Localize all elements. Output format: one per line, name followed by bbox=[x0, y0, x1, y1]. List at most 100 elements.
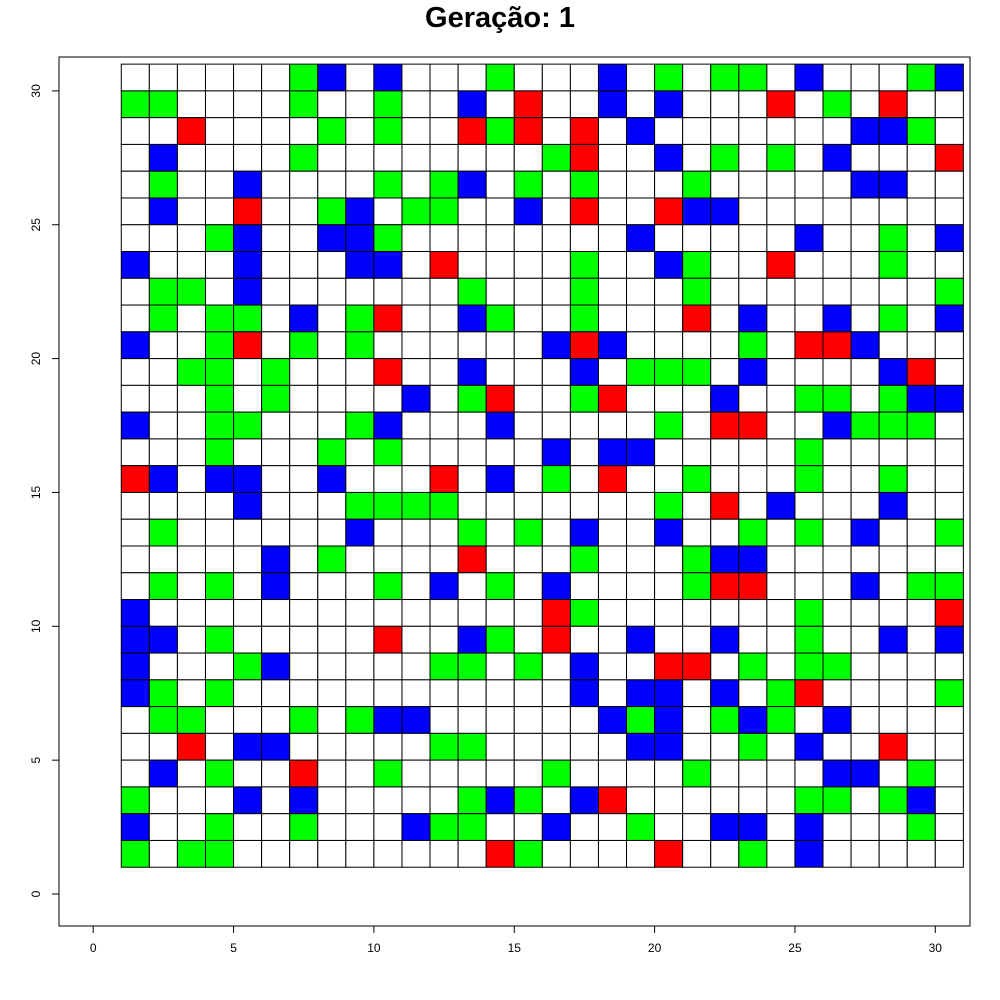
cell-empty bbox=[345, 679, 375, 708]
cell-empty bbox=[766, 197, 796, 226]
cell-empty bbox=[597, 759, 628, 788]
cell-red bbox=[682, 304, 712, 333]
cell-empty bbox=[850, 732, 880, 761]
cell-empty bbox=[934, 331, 964, 360]
cell-empty bbox=[289, 652, 319, 681]
cell-blue bbox=[204, 465, 235, 493]
cell-green bbox=[204, 411, 235, 440]
cell-empty bbox=[485, 652, 515, 681]
cell-empty bbox=[934, 545, 964, 574]
cell-blue bbox=[850, 759, 880, 788]
cell-empty bbox=[457, 491, 487, 520]
cell-red bbox=[485, 384, 515, 413]
cell-empty bbox=[176, 786, 206, 815]
cell-red bbox=[710, 491, 740, 520]
cell-green bbox=[429, 197, 459, 226]
cell-empty bbox=[345, 117, 375, 145]
cell-green bbox=[373, 572, 403, 601]
cell-empty bbox=[626, 331, 656, 360]
cell-empty bbox=[710, 652, 740, 681]
cell-green bbox=[345, 491, 375, 520]
cell-empty bbox=[289, 491, 319, 520]
cell-green bbox=[934, 572, 964, 601]
cell-green bbox=[794, 652, 824, 681]
cell-blue bbox=[120, 813, 150, 841]
cell-empty bbox=[317, 170, 347, 199]
cell-empty bbox=[204, 518, 235, 547]
cell-empty bbox=[317, 599, 347, 627]
cell-empty bbox=[457, 224, 487, 253]
cell-empty bbox=[597, 572, 628, 601]
cell-empty bbox=[261, 625, 291, 654]
cell-empty bbox=[148, 63, 178, 92]
chart-title: Geração: 1 bbox=[425, 2, 575, 34]
cell-empty bbox=[738, 170, 768, 199]
cell-empty bbox=[457, 679, 487, 708]
cell-empty bbox=[204, 599, 235, 627]
cell-green bbox=[429, 732, 459, 761]
x-tick-label: 25 bbox=[788, 941, 802, 955]
cell-empty bbox=[176, 411, 206, 440]
cell-empty bbox=[597, 491, 628, 520]
cell-blue bbox=[738, 813, 768, 841]
cell-blue bbox=[654, 90, 684, 119]
cell-empty bbox=[738, 599, 768, 627]
cell-empty bbox=[485, 679, 515, 708]
cell-empty bbox=[289, 679, 319, 708]
cell-green bbox=[682, 545, 712, 574]
y-tick-label: 25 bbox=[29, 218, 43, 232]
cell-empty bbox=[317, 679, 347, 708]
cell-empty bbox=[710, 732, 740, 761]
cell-empty bbox=[429, 706, 459, 734]
cell-empty bbox=[148, 117, 178, 145]
cell-empty bbox=[569, 63, 599, 92]
cell-empty bbox=[710, 277, 740, 306]
cell-empty bbox=[682, 411, 712, 440]
cell-empty bbox=[120, 572, 150, 601]
cell-empty bbox=[850, 90, 880, 119]
cell-blue bbox=[401, 813, 431, 841]
cell-empty bbox=[345, 572, 375, 601]
cell-empty bbox=[878, 518, 908, 547]
cell-empty bbox=[850, 706, 880, 734]
cell-red bbox=[569, 143, 599, 172]
cell-green bbox=[204, 438, 235, 467]
cell-empty bbox=[710, 170, 740, 199]
cell-empty bbox=[401, 652, 431, 681]
cell-empty bbox=[120, 304, 150, 333]
cell-empty bbox=[766, 331, 796, 360]
cell-empty bbox=[120, 117, 150, 145]
cell-green bbox=[794, 625, 824, 654]
cell-empty bbox=[850, 465, 880, 493]
cell-red bbox=[822, 331, 852, 360]
cell-empty bbox=[850, 63, 880, 92]
cell-empty bbox=[850, 786, 880, 815]
cell-empty bbox=[738, 277, 768, 306]
cell-empty bbox=[373, 786, 403, 815]
cell-empty bbox=[457, 465, 487, 493]
cell-empty bbox=[345, 599, 375, 627]
cell-empty bbox=[401, 358, 431, 386]
cell-green bbox=[289, 331, 319, 360]
cell-green bbox=[204, 813, 235, 841]
cell-green bbox=[794, 465, 824, 493]
cell-empty bbox=[794, 304, 824, 333]
cell-green bbox=[373, 759, 403, 788]
cell-empty bbox=[682, 331, 712, 360]
cell-empty bbox=[822, 545, 852, 574]
cell-empty bbox=[513, 491, 543, 520]
cell-red bbox=[934, 599, 964, 627]
cell-empty bbox=[878, 839, 908, 868]
cell-empty bbox=[429, 545, 459, 574]
cell-empty bbox=[626, 759, 656, 788]
cell-red bbox=[233, 197, 263, 226]
cell-empty bbox=[654, 277, 684, 306]
cell-empty bbox=[710, 224, 740, 253]
cell-red bbox=[373, 304, 403, 333]
cell-green bbox=[682, 465, 712, 493]
cell-blue bbox=[541, 813, 571, 841]
cell-empty bbox=[654, 759, 684, 788]
cell-empty bbox=[429, 224, 459, 253]
cell-empty bbox=[626, 63, 656, 92]
cell-blue bbox=[654, 143, 684, 172]
